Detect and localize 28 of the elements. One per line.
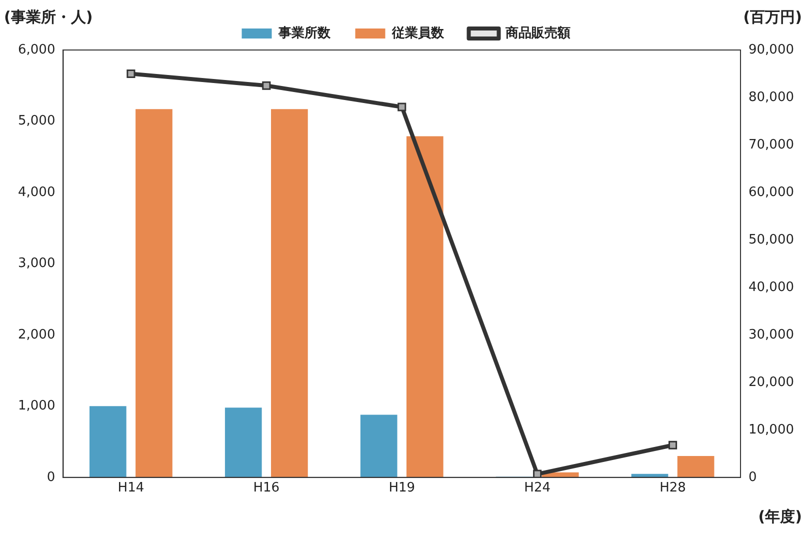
y2-tick-label: 70,000 [748, 137, 794, 152]
y-tick-label: 4,000 [18, 184, 56, 200]
y2-tick-label: 10,000 [748, 422, 794, 438]
y2-axis-title: (百万円) [743, 8, 802, 26]
y2-tick-label: 80,000 [748, 90, 794, 105]
y-tick-label: 6,000 [18, 42, 56, 58]
y-axis-title: (事業所・人) [4, 8, 93, 26]
y2-tick-label: 60,000 [748, 184, 794, 200]
y-tick-label: 1,000 [18, 398, 56, 414]
legend-label: 事業所数 [277, 24, 332, 41]
y-tick-label: 2,000 [18, 327, 56, 342]
x-tick-label: H16 [253, 480, 280, 496]
x-tick-label: H14 [118, 480, 144, 496]
y2-tick-label: 0 [748, 470, 757, 485]
x-tick-label: H19 [388, 480, 416, 496]
x-tick-label: H24 [524, 480, 550, 496]
y2-tick-label: 20,000 [748, 374, 794, 390]
y2-tick-label: 40,000 [748, 280, 794, 295]
x-axis-title: (年度) [758, 507, 802, 526]
legend-label: 商品販売額 [504, 24, 570, 41]
y2-tick-label: 90,000 [748, 42, 794, 58]
x-tick-label: H28 [660, 480, 686, 496]
y-tick-label: 5,000 [18, 114, 56, 129]
y2-tick-label: 50,000 [748, 232, 794, 248]
y-tick-label: 0 [46, 470, 56, 485]
y2-tick-label: 30,000 [748, 327, 794, 342]
y-tick-label: 3,000 [18, 256, 56, 272]
legend-label: 従業員数 [390, 26, 445, 41]
